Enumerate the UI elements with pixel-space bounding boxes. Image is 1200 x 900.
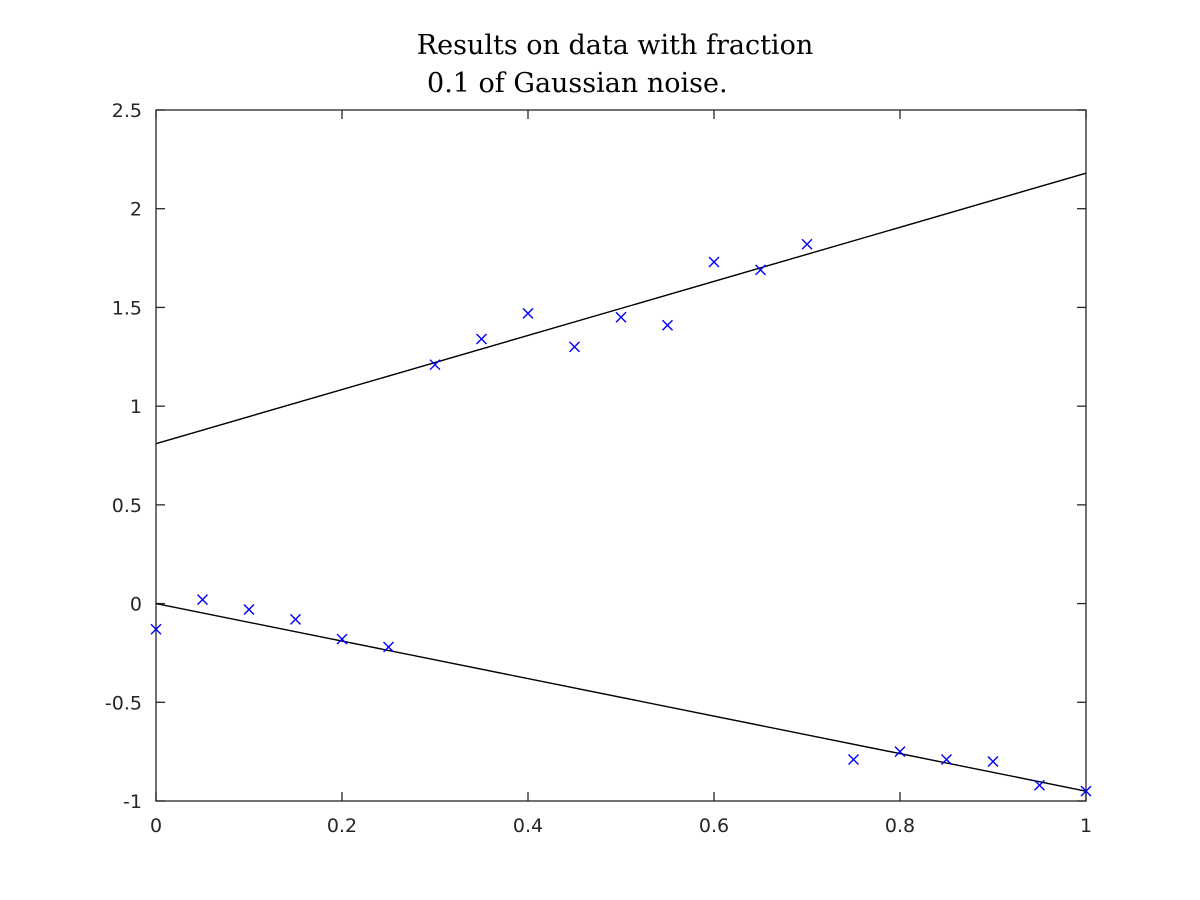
data-point [569, 341, 580, 353]
data-point [197, 594, 208, 606]
data-point [429, 359, 441, 371]
x-tick-label: 0.4 [513, 815, 543, 837]
fit-line-2 [155, 602, 1087, 792]
data-point [848, 754, 859, 766]
chart-title-line-2: 0.1 of Gaussian noise. [418, 68, 727, 99]
y-tick-label: -1 [123, 791, 142, 813]
data-point [662, 319, 673, 331]
data-point [941, 754, 952, 766]
data-point [894, 746, 906, 758]
axes-frame [155, 109, 1087, 802]
data-point [801, 238, 813, 250]
chart-title: Results on data with fraction 0.1 of Gau… [417, 30, 813, 99]
data-point [1034, 779, 1045, 791]
y-tick-label: 1 [130, 396, 142, 418]
x-tick-label: 0.8 [885, 815, 915, 837]
data-point [336, 633, 348, 645]
data-point [243, 603, 255, 615]
data-point [476, 333, 487, 345]
chart-title-line-1: Results on data with fraction [417, 30, 813, 61]
x-tick-label: 0.6 [699, 815, 729, 837]
plot-area: 0 0.2 0.4 0.6 0.8 1 -1 -0.5 0 0.5 1 1.5 2 2.5 [105, 100, 1092, 837]
data-point [150, 623, 162, 635]
fit-line-1 [155, 172, 1087, 445]
y-tick-label: -0.5 [105, 692, 142, 714]
data-point [708, 256, 720, 268]
x-tick-label: 1 [1080, 815, 1092, 837]
data-point [1080, 785, 1092, 797]
x-tick-label: 0 [150, 815, 162, 837]
data-point [987, 756, 999, 768]
y-tick-label: 2.5 [112, 100, 142, 122]
data-point [290, 613, 301, 625]
data-point [615, 311, 627, 323]
y-tick-label: 0 [130, 594, 142, 616]
data-point [522, 307, 534, 319]
y-tick-label: 1.5 [112, 297, 142, 319]
data-point [383, 641, 394, 653]
y-tick-label: 0.5 [112, 495, 142, 517]
data-point [755, 264, 766, 276]
y-tick-label: 2 [130, 199, 142, 221]
x-tick-label: 0.2 [327, 815, 357, 837]
